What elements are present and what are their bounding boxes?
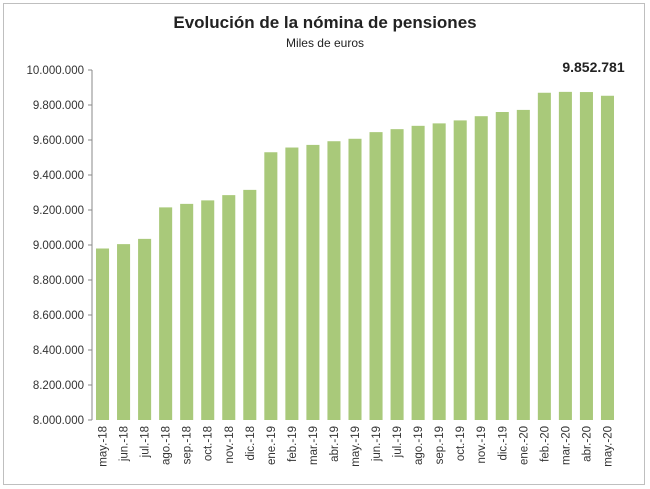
- x-tick-label: feb.-19: [287, 426, 299, 462]
- last-value-annotation: 9.852.781: [562, 59, 624, 75]
- x-tick-label: ene.-19: [266, 426, 278, 465]
- x-tick-label: sep.-18: [182, 426, 194, 464]
- bar: [95, 248, 110, 420]
- x-tick-label: jun.-18: [119, 426, 131, 462]
- x-tick-label: may.-19: [350, 426, 362, 467]
- x-tick-label: jun.-19: [371, 426, 383, 462]
- bar: [411, 125, 425, 420]
- y-tick-label: 8.600.000: [33, 310, 84, 322]
- x-tick-label: ago.-18: [161, 426, 173, 465]
- y-tick-label: 10.000.000: [26, 65, 84, 77]
- x-tick-label: may.-18: [98, 426, 110, 467]
- bar: [537, 92, 551, 420]
- bar: [495, 112, 509, 420]
- y-tick-label: 9.600.000: [33, 135, 84, 147]
- x-tick-label: may.-20: [602, 426, 614, 467]
- y-tick-label: 9.200.000: [33, 205, 84, 217]
- y-axis: 8.000.000 8.200.000 8.400.000 8.600.000 8.80…: [26, 65, 93, 427]
- x-tick-label: feb.-20: [539, 426, 551, 462]
- x-tick-label: ago.-19: [413, 426, 425, 465]
- bar: [432, 123, 446, 420]
- x-axis: may.-18 jun.-18 jul.-18 ago.-18 sep.-18 oct.-…: [98, 426, 615, 467]
- bar: [117, 244, 131, 420]
- y-tick-label: 8.000.000: [33, 415, 84, 427]
- bar: [327, 141, 341, 420]
- x-tick-label: mar.-19: [308, 426, 320, 465]
- x-tick-label: oct.-18: [203, 426, 215, 461]
- bar: [348, 138, 362, 420]
- y-tick-label: 9.000.000: [33, 240, 84, 252]
- x-tick-label: mar.-20: [560, 426, 572, 465]
- chart-title: Evolución de la nómina de pensiones: [173, 13, 477, 32]
- bar: [180, 203, 194, 420]
- x-tick-label: dic.-19: [497, 426, 509, 461]
- y-tick-label: 8.800.000: [33, 275, 84, 287]
- x-tick-label: jul.-19: [392, 426, 404, 458]
- y-tick-label: 8.400.000: [33, 345, 84, 357]
- bar: [306, 144, 320, 420]
- chart-subtitle: Miles de euros: [285, 36, 365, 50]
- bar: [222, 195, 236, 420]
- y-tick-label: 8.200.000: [33, 380, 84, 392]
- x-tick-label: nov.-18: [224, 426, 236, 464]
- bar: [600, 95, 615, 420]
- bar-series: [95, 91, 615, 421]
- bar: [579, 92, 593, 421]
- x-tick-label: abr.-20: [581, 426, 593, 462]
- bar: [264, 152, 278, 420]
- x-tick-label: sep.-19: [434, 426, 446, 464]
- bar: [138, 238, 152, 420]
- bar: [558, 91, 572, 420]
- bar: [453, 120, 467, 421]
- bar: [159, 207, 173, 420]
- x-tick-label: jul.-18: [140, 426, 152, 458]
- y-tick-label: 9.400.000: [33, 170, 84, 182]
- x-tick-label: ene.-20: [518, 426, 530, 465]
- x-tick-label: oct.-19: [455, 426, 467, 461]
- y-tick-label: 9.800.000: [33, 100, 84, 112]
- bar: [390, 129, 404, 420]
- bar: [285, 147, 299, 420]
- bar: [516, 109, 530, 421]
- x-tick-label: dic.-18: [245, 426, 257, 461]
- bar: [243, 189, 257, 420]
- x-tick-label: abr.-19: [329, 426, 341, 462]
- x-tick-label: nov.-19: [476, 426, 488, 464]
- bar: [201, 200, 215, 420]
- bar: [369, 132, 383, 420]
- bar: [474, 116, 488, 420]
